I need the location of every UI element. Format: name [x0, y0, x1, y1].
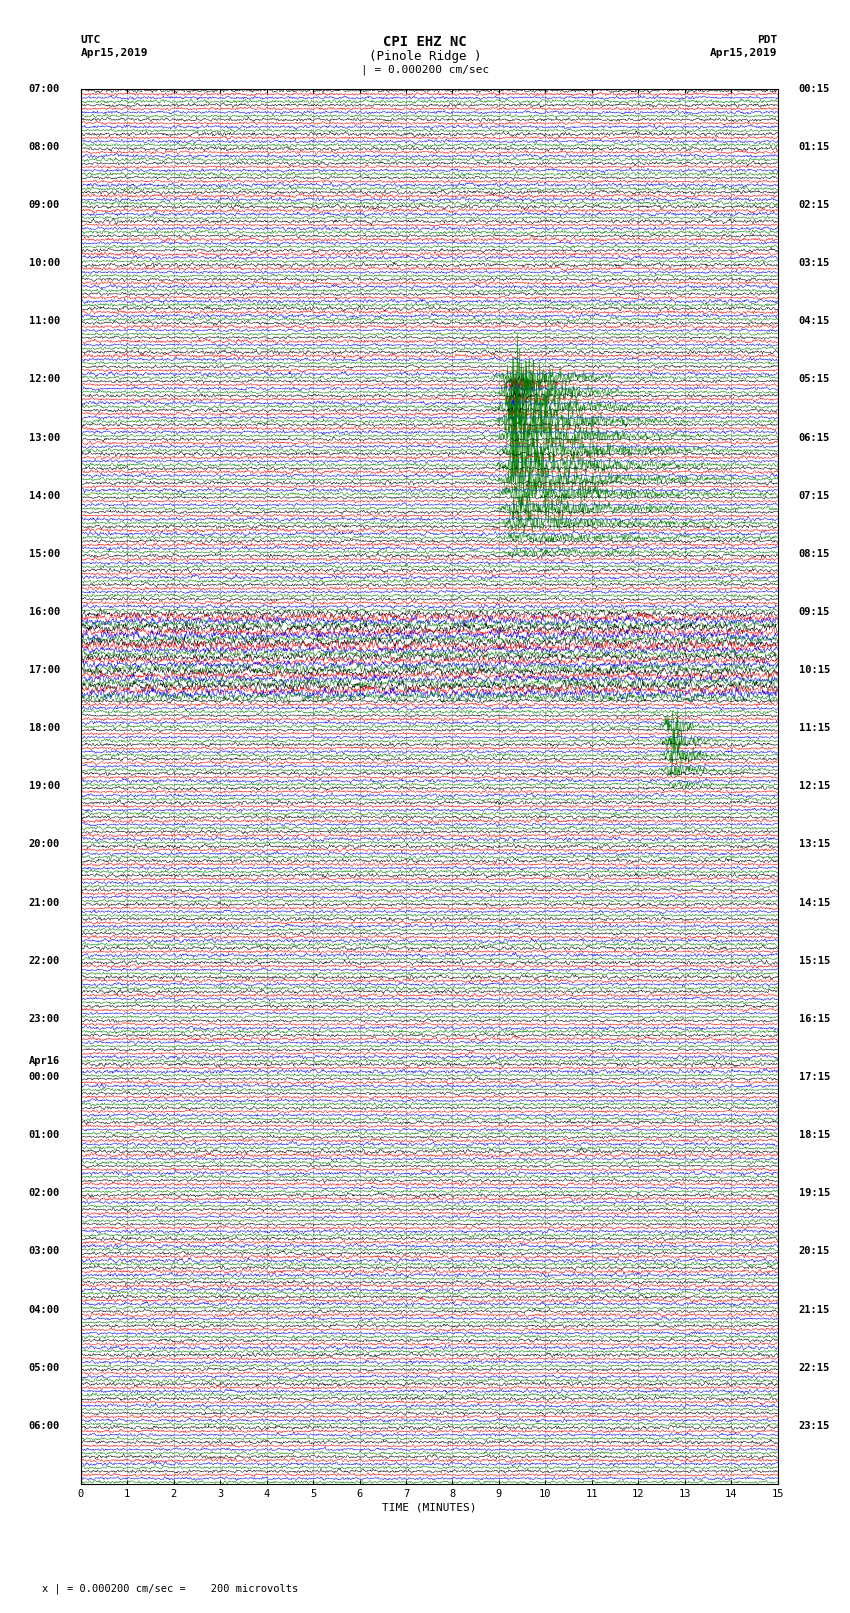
Text: 04:15: 04:15	[799, 316, 830, 326]
Text: 16:00: 16:00	[29, 606, 60, 616]
X-axis label: TIME (MINUTES): TIME (MINUTES)	[382, 1503, 477, 1513]
Text: 21:00: 21:00	[29, 897, 60, 908]
Text: 11:00: 11:00	[29, 316, 60, 326]
Text: 07:00: 07:00	[29, 84, 60, 94]
Text: 22:15: 22:15	[799, 1363, 830, 1373]
Text: 00:15: 00:15	[799, 84, 830, 94]
Text: 03:15: 03:15	[799, 258, 830, 268]
Text: 18:15: 18:15	[799, 1131, 830, 1140]
Text: 06:00: 06:00	[29, 1421, 60, 1431]
Text: x | = 0.000200 cm/sec =    200 microvolts: x | = 0.000200 cm/sec = 200 microvolts	[42, 1582, 298, 1594]
Text: | = 0.000200 cm/sec: | = 0.000200 cm/sec	[361, 65, 489, 76]
Text: Apr15,2019: Apr15,2019	[81, 48, 148, 58]
Text: 10:00: 10:00	[29, 258, 60, 268]
Text: 08:15: 08:15	[799, 548, 830, 558]
Text: 05:15: 05:15	[799, 374, 830, 384]
Text: 02:15: 02:15	[799, 200, 830, 210]
Text: 00:00: 00:00	[29, 1073, 60, 1082]
Text: 18:00: 18:00	[29, 723, 60, 734]
Text: 13:15: 13:15	[799, 839, 830, 850]
Text: 12:00: 12:00	[29, 374, 60, 384]
Text: 03:00: 03:00	[29, 1247, 60, 1257]
Text: PDT: PDT	[757, 35, 778, 45]
Text: 14:00: 14:00	[29, 490, 60, 500]
Text: 13:00: 13:00	[29, 432, 60, 442]
Text: 04:00: 04:00	[29, 1305, 60, 1315]
Text: 14:15: 14:15	[799, 897, 830, 908]
Text: 20:15: 20:15	[799, 1247, 830, 1257]
Text: 06:15: 06:15	[799, 432, 830, 442]
Text: (Pinole Ridge ): (Pinole Ridge )	[369, 50, 481, 63]
Text: 19:15: 19:15	[799, 1189, 830, 1198]
Text: 11:15: 11:15	[799, 723, 830, 734]
Text: 17:15: 17:15	[799, 1073, 830, 1082]
Text: 09:00: 09:00	[29, 200, 60, 210]
Text: 12:15: 12:15	[799, 781, 830, 792]
Text: 01:15: 01:15	[799, 142, 830, 152]
Text: 21:15: 21:15	[799, 1305, 830, 1315]
Text: 23:15: 23:15	[799, 1421, 830, 1431]
Text: 16:15: 16:15	[799, 1015, 830, 1024]
Text: 15:00: 15:00	[29, 548, 60, 558]
Text: 23:00: 23:00	[29, 1015, 60, 1024]
Text: Apr16: Apr16	[29, 1057, 60, 1066]
Text: 05:00: 05:00	[29, 1363, 60, 1373]
Text: 08:00: 08:00	[29, 142, 60, 152]
Text: 09:15: 09:15	[799, 606, 830, 616]
Text: 02:00: 02:00	[29, 1189, 60, 1198]
Text: 17:00: 17:00	[29, 665, 60, 676]
Text: UTC: UTC	[81, 35, 101, 45]
Text: CPI EHZ NC: CPI EHZ NC	[383, 35, 467, 50]
Text: 15:15: 15:15	[799, 957, 830, 966]
Text: 07:15: 07:15	[799, 490, 830, 500]
Text: 01:00: 01:00	[29, 1131, 60, 1140]
Text: 19:00: 19:00	[29, 781, 60, 792]
Text: 10:15: 10:15	[799, 665, 830, 676]
Text: 20:00: 20:00	[29, 839, 60, 850]
Text: 22:00: 22:00	[29, 957, 60, 966]
Text: Apr15,2019: Apr15,2019	[711, 48, 778, 58]
